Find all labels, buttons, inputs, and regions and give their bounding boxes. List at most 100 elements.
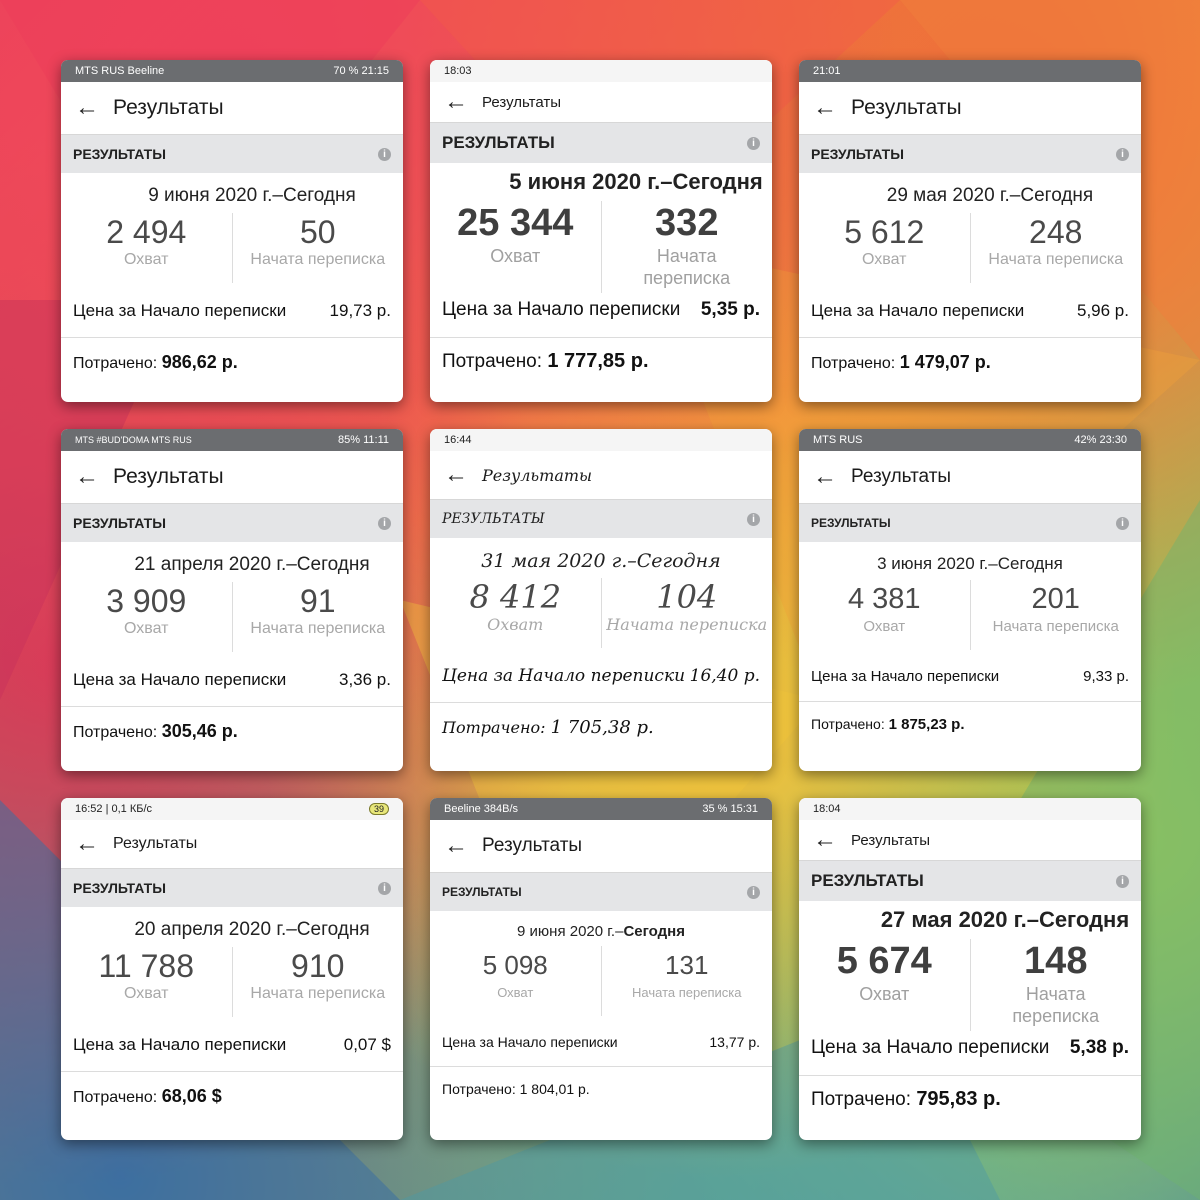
info-icon[interactable]: i xyxy=(747,512,760,526)
date-start: 5 июня 2020 г.– xyxy=(509,169,673,194)
section-label: РЕЗУЛЬТАТЫ xyxy=(811,516,891,530)
info-icon[interactable]: i xyxy=(1116,516,1129,530)
conversations-value: 148 xyxy=(1024,940,1088,982)
cost-value: 0,07 $ xyxy=(343,1035,391,1054)
cost-label: Цена за Начало переписки xyxy=(811,301,1025,320)
amount-spent-row: Потрачено: 1 705,38 р. xyxy=(430,703,772,738)
top-bar: ← Результаты xyxy=(61,82,403,135)
status-bar: Beeline 384B/s 35 % 15:31 xyxy=(430,798,772,820)
conversations-label: Начата переписка xyxy=(643,246,731,288)
status-left: Beeline 384B/s xyxy=(444,803,518,815)
cost-label: Цена за Начало переписки xyxy=(73,670,287,689)
back-arrow-icon[interactable]: ← xyxy=(444,88,468,115)
status-left: MTS #BUD'DOMA MTS RUS xyxy=(75,435,192,445)
reach-label: Охват xyxy=(859,984,910,1004)
info-icon[interactable]: i xyxy=(378,147,391,161)
date-end: Сегодня xyxy=(636,550,721,572)
status-bar: MTS RUS 42% 23:30 xyxy=(799,429,1141,451)
conversations-label: Начата переписка xyxy=(250,620,386,637)
date-range[interactable]: 20 апреля 2020 г.–Сегодня xyxy=(61,907,403,941)
reach-metric: 5 674 Охват xyxy=(799,939,970,1031)
spent-label: Потрачено: xyxy=(442,1081,516,1097)
status-left: 16:52 | 0,1 КБ/с xyxy=(75,803,153,815)
back-arrow-icon[interactable]: ← xyxy=(444,832,468,859)
result-card-2: 18:03 ← Результаты РЕЗУЛЬТАТЫ i 5 июня 2… xyxy=(430,60,772,402)
spent-value: 68,06 $ xyxy=(161,1086,222,1106)
back-arrow-icon[interactable]: ← xyxy=(444,461,468,488)
section-label: РЕЗУЛЬТАТЫ xyxy=(442,885,522,899)
spent-label: Потрачено: xyxy=(442,718,546,737)
status-right: 42% 23:30 xyxy=(1074,434,1127,446)
info-icon[interactable]: i xyxy=(1116,147,1129,161)
date-start: 27 мая 2020 г.– xyxy=(880,907,1039,932)
page-title: Результаты xyxy=(113,96,224,119)
cost-per-result-row: Цена за Начало переписки 3,36 р. xyxy=(61,670,403,707)
status-right: 35 % 15:31 xyxy=(702,803,758,815)
status-left: 21:01 xyxy=(813,65,841,77)
cost-value: 5,96 р. xyxy=(1077,301,1129,320)
spent-label: Потрачено: xyxy=(811,355,896,372)
page-title: Результаты xyxy=(482,465,593,485)
date-start: 3 июня 2020 г.– xyxy=(877,554,998,573)
conversations-label: Начата переписка xyxy=(992,618,1119,635)
metrics-row: 8 412 Охват 104 Начата переписка xyxy=(430,578,772,648)
info-icon[interactable]: i xyxy=(1116,874,1129,888)
reach-value: 11 788 xyxy=(98,948,195,984)
cost-per-result-row: Цена за Начало переписки 5,35 р. xyxy=(430,299,772,338)
cost-label: Цена за Начало переписки xyxy=(442,299,681,320)
back-arrow-icon[interactable]: ← xyxy=(75,463,99,490)
info-icon[interactable]: i xyxy=(378,516,391,530)
date-end: Сегодня xyxy=(282,185,356,206)
results-section-header: РЕЗУЛЬТАТЫ i xyxy=(799,504,1141,542)
reach-value: 3 909 xyxy=(106,583,187,619)
back-arrow-icon[interactable]: ← xyxy=(75,830,99,857)
back-arrow-icon[interactable]: ← xyxy=(813,94,837,121)
metrics-row: 5 098 Охват 131 Начата переписка xyxy=(430,946,772,1016)
reach-value: 5 612 xyxy=(844,214,925,250)
info-icon[interactable]: i xyxy=(747,136,760,150)
cost-per-result-row: Цена за Начало переписки 5,96 р. xyxy=(799,301,1141,338)
date-range[interactable]: 21 апреля 2020 г.–Сегодня xyxy=(61,542,403,576)
spent-label: Потрачено: xyxy=(73,1089,158,1106)
date-range[interactable]: 5 июня 2020 г.–Сегодня xyxy=(430,163,772,195)
status-left: MTS RUS xyxy=(813,434,863,446)
date-range[interactable]: 29 мая 2020 г.–Сегодня xyxy=(799,173,1141,207)
status-left: 18:03 xyxy=(444,65,472,77)
date-range[interactable]: 9 июня 2020 г.–Сегодня xyxy=(61,173,403,207)
spent-value: 1 804,01 р. xyxy=(519,1081,590,1097)
results-section-header: РЕЗУЛЬТАТЫ i xyxy=(430,500,772,538)
back-arrow-icon[interactable]: ← xyxy=(813,826,837,853)
top-bar: ← Результаты xyxy=(430,820,772,873)
cost-per-result-row: Цена за Начало переписки 13,77 р. xyxy=(430,1034,772,1067)
status-left: 16:44 xyxy=(444,434,472,446)
status-right: 85% 11:11 xyxy=(338,434,389,446)
status-right: 70 % 21:15 xyxy=(333,65,389,77)
date-start: 9 июня 2020 г.– xyxy=(148,185,283,206)
status-right: 39 xyxy=(368,803,389,815)
top-bar: ← Результаты xyxy=(799,451,1141,504)
date-range[interactable]: 3 июня 2020 г.–Сегодня xyxy=(799,542,1141,574)
status-bar: 21:01 xyxy=(799,60,1141,82)
result-card-7: 16:52 | 0,1 КБ/с 39 ← Результаты РЕЗУЛЬТ… xyxy=(61,798,403,1140)
back-arrow-icon[interactable]: ← xyxy=(813,463,837,490)
status-bar: 18:03 xyxy=(430,60,772,82)
amount-spent-row: Потрачено: 1 804,01 р. xyxy=(430,1067,772,1097)
amount-spent-row: Потрачено: 1 875,23 р. xyxy=(799,702,1141,733)
info-icon[interactable]: i xyxy=(378,881,391,895)
date-end: Сегодня xyxy=(296,554,370,575)
date-range[interactable]: 9 июня 2020 г.–Сегодня xyxy=(430,911,772,940)
cost-label: Цена за Начало переписки xyxy=(442,1034,618,1050)
result-card-1: MTS RUS Beeline 70 % 21:15 ← Результаты … xyxy=(61,60,403,402)
result-card-8: Beeline 384B/s 35 % 15:31 ← Результаты Р… xyxy=(430,798,772,1140)
results-section-header: РЕЗУЛЬТАТЫ i xyxy=(430,123,772,163)
date-range[interactable]: 27 мая 2020 г.–Сегодня xyxy=(799,901,1141,933)
back-arrow-icon[interactable]: ← xyxy=(75,94,99,121)
reach-metric: 2 494 Охват xyxy=(61,213,232,283)
cost-value: 3,36 р. xyxy=(339,670,391,689)
reach-value: 5 098 xyxy=(482,950,548,980)
date-range[interactable]: 31 мая 2020 г.–Сегодня xyxy=(430,538,772,572)
reach-label: Охват xyxy=(863,618,906,635)
info-icon[interactable]: i xyxy=(747,885,760,899)
cost-value: 13,77 р. xyxy=(709,1034,760,1050)
results-section-header: РЕЗУЛЬТАТЫ i xyxy=(799,861,1141,901)
